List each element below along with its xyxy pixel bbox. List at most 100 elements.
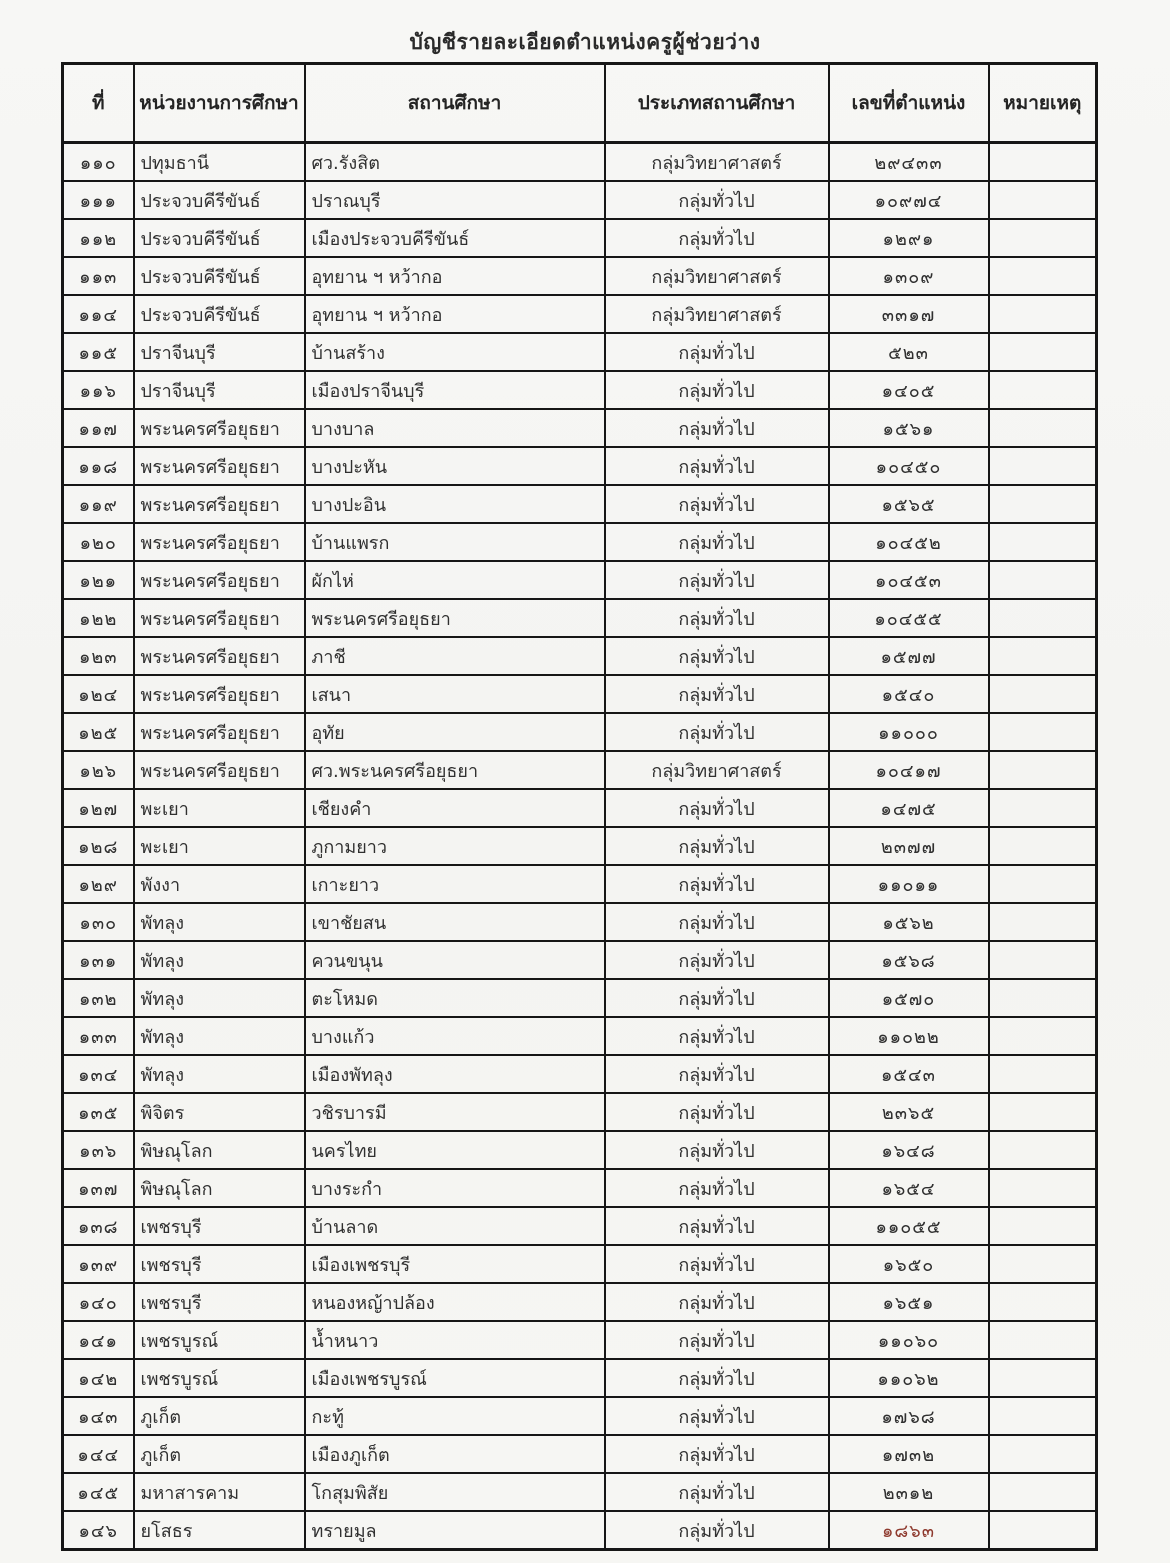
cell-no: ๑๑๐	[61, 141, 135, 182]
cell-unit: พระนครศรีอยุธยา	[132, 636, 306, 676]
cell-position_no: ๑๕๗๗	[827, 636, 990, 676]
cell-position_no: ๑๑๐๐๐	[827, 712, 990, 752]
cell-unit: เพชรบูรณ์	[132, 1358, 306, 1398]
cell-note	[987, 750, 1098, 790]
cell-school: น้ำหนาว	[303, 1320, 606, 1360]
table-header: ที่ หน่วยงานการศึกษา สถานศึกษา ประเภทสถานศึ…	[61, 62, 1098, 144]
cell-position_no: ๑๕๔๓	[827, 1054, 990, 1094]
cell-no: ๑๑๒	[61, 218, 135, 258]
cell-school: เมืองเพชรบูรณ์	[303, 1358, 606, 1398]
cell-no: ๑๑๖	[61, 370, 135, 410]
cell-no: ๑๔๓	[61, 1396, 135, 1436]
cell-type: กลุ่มทั่วไป	[603, 712, 830, 752]
cell-no: ๑๓๖	[61, 1130, 135, 1170]
cell-type: กลุ่มทั่วไป	[603, 370, 830, 410]
cell-position_no: ๑๕๖๒	[827, 902, 990, 942]
cell-unit: พังงา	[132, 864, 306, 904]
cell-unit: พระนครศรีอยุธยา	[132, 674, 306, 714]
cell-position_no: ๒๓๑๒	[827, 1472, 990, 1512]
cell-position_no: ๑๔๐๕	[827, 370, 990, 410]
cell-note	[987, 1016, 1098, 1056]
cell-no: ๑๔๔	[61, 1434, 135, 1474]
cell-no: ๑๔๒	[61, 1358, 135, 1398]
cell-no: ๑๒๓	[61, 636, 135, 676]
cell-position_no: ๑๕๖๑	[827, 408, 990, 448]
cell-note	[987, 218, 1098, 258]
table-row: ๑๒๒ พระนครศรีอยุธยา พระนครศรีอยุธยา กลุ่มทั…	[61, 598, 1098, 638]
table-row: ๑๑๒ ประจวบคีรีขันธ์ เมืองประจวบคีรีขันธ์ กล…	[61, 218, 1098, 258]
table-row: ๑๓๙ เพชรบุรี เมืองเพชรบุรี กลุ่มทั่วไป ๑๖๕๐	[61, 1244, 1098, 1284]
cell-position_no: ๑๐๔๑๗	[827, 750, 990, 790]
cell-no: ๑๓๑	[61, 940, 135, 980]
cell-unit: เพชรบุรี	[132, 1244, 306, 1284]
cell-type: กลุ่มทั่วไป	[603, 1358, 830, 1398]
cell-no: ๑๒๘	[61, 826, 135, 866]
cell-position_no: ๑๑๐๑๑	[827, 864, 990, 904]
table-row: ๑๒๘ พะเยา ภูกามยาว กลุ่มทั่วไป ๒๓๗๗	[61, 826, 1098, 866]
cell-type: กลุ่มทั่วไป	[603, 1320, 830, 1360]
column-header-5: หมายเหตุ	[987, 62, 1098, 144]
cell-note	[987, 1434, 1098, 1474]
cell-no: ๑๔๑	[61, 1320, 135, 1360]
cell-note	[987, 256, 1098, 296]
table-row: ๑๔๒ เพชรบูรณ์ เมืองเพชรบูรณ์ กลุ่มทั่วไป ๑๑๐…	[61, 1358, 1098, 1398]
cell-school: ตะโหมด	[303, 978, 606, 1018]
cell-note	[987, 1510, 1098, 1551]
cell-note	[987, 1130, 1098, 1170]
cell-unit: เพชรบุรี	[132, 1206, 306, 1246]
cell-position_no: ๕๒๓	[827, 332, 990, 372]
table-row: ๑๒๕ พระนครศรีอยุธยา อุทัย กลุ่มทั่วไป ๑๑๐๐๐	[61, 712, 1098, 752]
cell-position_no: ๑๔๗๕	[827, 788, 990, 828]
cell-type: กลุ่มทั่วไป	[603, 826, 830, 866]
cell-unit: พะเยา	[132, 826, 306, 866]
cell-school: ศว.พระนครศรีอยุธยา	[303, 750, 606, 790]
cell-school: กะทู้	[303, 1396, 606, 1436]
cell-school: อุทยาน ฯ หว้ากอ	[303, 294, 606, 334]
cell-unit: ภูเก็ต	[132, 1434, 306, 1474]
cell-no: ๑๒๐	[61, 522, 135, 562]
cell-position_no: ๑๘๖๓	[827, 1510, 990, 1551]
cell-position_no: ๑๐๔๕๓	[827, 560, 990, 600]
cell-note	[987, 332, 1098, 372]
cell-no: ๑๓๔	[61, 1054, 135, 1094]
cell-unit: พัทลุง	[132, 978, 306, 1018]
cell-school: วชิรบารมี	[303, 1092, 606, 1132]
cell-type: กลุ่มวิทยาศาสตร์	[603, 294, 830, 334]
cell-unit: ปราจีนบุรี	[132, 370, 306, 410]
cell-type: กลุ่มทั่วไป	[603, 788, 830, 828]
cell-school: เชียงคำ	[303, 788, 606, 828]
table-row: ๑๒๙ พังงา เกาะยาว กลุ่มทั่วไป ๑๑๐๑๑	[61, 864, 1098, 904]
cell-school: เสนา	[303, 674, 606, 714]
cell-unit: ประจวบคีรีขันธ์	[132, 256, 306, 296]
cell-position_no: ๑๒๙๑	[827, 218, 990, 258]
cell-note	[987, 826, 1098, 866]
table-row: ๑๒๓ พระนครศรีอยุธยา ภาชี กลุ่มทั่วไป ๑๕๗๗	[61, 636, 1098, 676]
cell-school: เมืองประจวบคีรีขันธ์	[303, 218, 606, 258]
table-row: ๑๔๓ ภูเก็ต กะทู้ กลุ่มทั่วไป ๑๗๖๘	[61, 1396, 1098, 1436]
cell-position_no: ๒๓๗๗	[827, 826, 990, 866]
cell-type: กลุ่มทั่วไป	[603, 1054, 830, 1094]
cell-school: นครไทย	[303, 1130, 606, 1170]
cell-unit: ประจวบคีรีขันธ์	[132, 180, 306, 220]
cell-unit: พระนครศรีอยุธยา	[132, 560, 306, 600]
cell-type: กลุ่มทั่วไป	[603, 484, 830, 524]
cell-note	[987, 864, 1098, 904]
table-row: ๑๑๐ ปทุมธานี ศว.รังสิต กลุ่มวิทยาศาสตร์ ๒๙๔๓…	[61, 141, 1098, 182]
cell-no: ๑๑๗	[61, 408, 135, 448]
cell-unit: พระนครศรีอยุธยา	[132, 522, 306, 562]
cell-note	[987, 788, 1098, 828]
cell-type: กลุ่มทั่วไป	[603, 1206, 830, 1246]
cell-no: ๑๔๕	[61, 1472, 135, 1512]
cell-unit: ประจวบคีรีขันธ์	[132, 218, 306, 258]
header-row: ที่ หน่วยงานการศึกษา สถานศึกษา ประเภทสถานศึ…	[61, 62, 1098, 144]
cell-note	[987, 636, 1098, 676]
cell-no: ๑๔๐	[61, 1282, 135, 1322]
cell-type: กลุ่มทั่วไป	[603, 1244, 830, 1284]
table-row: ๑๓๔ พัทลุง เมืองพัทลุง กลุ่มทั่วไป ๑๕๔๓	[61, 1054, 1098, 1094]
column-header-2: สถานศึกษา	[303, 62, 606, 144]
cell-unit: เพชรบูรณ์	[132, 1320, 306, 1360]
cell-school: บ้านลาด	[303, 1206, 606, 1246]
cell-no: ๑๒๑	[61, 560, 135, 600]
cell-note	[987, 446, 1098, 486]
